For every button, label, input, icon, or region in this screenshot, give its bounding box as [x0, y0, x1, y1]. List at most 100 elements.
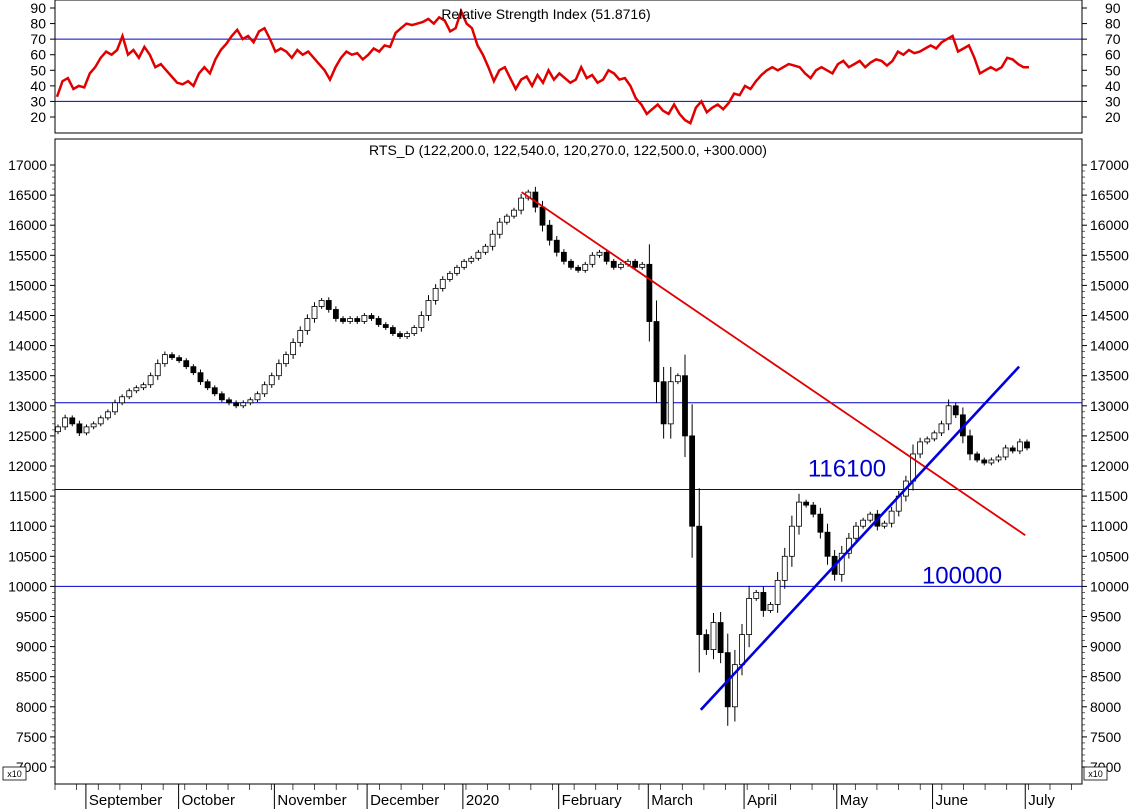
price-right-tick-label: 17000 — [1090, 157, 1129, 173]
candle-up — [1016, 441, 1023, 452]
price-right-tick-label: 16000 — [1090, 217, 1129, 233]
candle-down — [717, 622, 724, 654]
candle-up — [710, 622, 717, 651]
candle-up — [938, 423, 945, 434]
candle-up — [1002, 447, 1009, 458]
candle-up — [432, 288, 439, 301]
candle-up — [838, 552, 845, 575]
price-right-tick-label: 10500 — [1090, 548, 1129, 564]
x-month-label: June — [936, 792, 969, 809]
candle-up — [439, 278, 446, 289]
candle-down — [204, 381, 211, 389]
price-left-tick-label: 10000 — [8, 578, 47, 594]
price-right-tick-label: 11500 — [1090, 488, 1128, 504]
candle-up — [361, 315, 368, 322]
candle-down — [974, 453, 981, 461]
candle-down — [546, 224, 553, 241]
candle-up — [268, 375, 275, 386]
rsi-right-tick-label: 20 — [1105, 109, 1121, 125]
candle-down — [575, 266, 582, 271]
rsi-left-tick-label: 60 — [30, 47, 46, 63]
candle-down — [169, 354, 175, 359]
candle-up — [945, 405, 952, 425]
candle-down — [340, 318, 346, 322]
candle-up — [119, 396, 126, 404]
price-left-tick-label: 13500 — [8, 368, 47, 384]
candle-up — [304, 318, 311, 331]
candle-up — [254, 393, 261, 401]
level-annotation: 116100 — [808, 455, 886, 482]
candle-up — [731, 664, 738, 708]
candle-up — [781, 555, 788, 581]
x-month-label: October — [182, 792, 235, 809]
candle-up — [311, 306, 318, 319]
candle-up — [55, 426, 61, 433]
price-right-tick-label: 13500 — [1090, 368, 1129, 384]
candle-up — [867, 513, 874, 521]
price-left-tick-label: 14500 — [8, 308, 47, 324]
price-left-tick-label: 11000 — [9, 518, 47, 534]
candle-up — [275, 363, 282, 377]
x-month-label: May — [840, 792, 869, 809]
candle-up — [475, 251, 482, 259]
rsi-left-tick-label: 40 — [30, 78, 46, 94]
candle-up — [347, 318, 354, 322]
resistance-trendline — [521, 191, 1026, 536]
x-month-label: April — [747, 792, 777, 809]
candle-up — [674, 375, 681, 383]
candle-up — [126, 390, 133, 398]
price-left-tick-label: 14000 — [8, 338, 47, 354]
price-left-tick-label: 15000 — [8, 277, 47, 293]
candle-down — [560, 251, 567, 262]
candle-down — [226, 399, 232, 404]
candle-up — [425, 300, 432, 316]
candle-down — [553, 239, 560, 253]
rsi-right-tick-label: 30 — [1105, 93, 1121, 109]
price-left-tick-label: 16500 — [8, 187, 47, 203]
price-left-tick-label: 12000 — [8, 458, 47, 474]
candle-up — [147, 375, 154, 386]
candle-up — [140, 384, 147, 389]
price-panel — [54, 138, 1083, 785]
price-right-tick-label: 7500 — [1090, 729, 1121, 745]
x-month-label: November — [277, 792, 346, 809]
candle-up — [639, 263, 646, 268]
candle-down — [211, 387, 218, 395]
rsi-left-tick-label: 20 — [30, 109, 46, 125]
x-month-label: February — [562, 792, 623, 809]
candle-down — [603, 251, 610, 262]
candle-up — [468, 257, 475, 262]
price-left-tick-label: 8500 — [16, 669, 47, 685]
candle-up — [582, 263, 589, 271]
rsi-left-tick-label: 80 — [30, 16, 46, 32]
candle-down — [197, 372, 204, 383]
candle-down — [539, 206, 546, 226]
price-right-tick-label: 14000 — [1090, 338, 1129, 354]
price-left-tick-label: 13000 — [8, 398, 47, 414]
candle-up — [881, 522, 888, 527]
price-right-tick-label: 14500 — [1090, 308, 1129, 324]
candle-down — [375, 318, 382, 325]
candle-up — [290, 342, 297, 356]
candle-up — [924, 438, 931, 443]
candle-down — [190, 366, 197, 374]
rsi-right-tick-label: 90 — [1105, 0, 1121, 16]
candle-down — [660, 381, 667, 425]
candle-down — [824, 531, 831, 557]
candle-up — [753, 592, 760, 599]
candle-up — [446, 272, 453, 280]
left-multiplier-box — [2, 766, 27, 781]
candle-down — [389, 327, 396, 334]
candle-up — [489, 233, 496, 247]
support-trendline — [699, 365, 1021, 711]
candle-up — [83, 426, 90, 434]
candle-up — [283, 354, 289, 365]
x-month-label: September — [89, 792, 162, 809]
candle-down — [218, 393, 225, 401]
candle-down — [803, 501, 810, 506]
candle-up — [161, 354, 168, 365]
price-left-tick-label: 12500 — [8, 428, 47, 444]
x-month-label: March — [651, 792, 693, 809]
price-title: RTS_D (122,200.0, 122,540.0, 120,270.0, … — [369, 142, 767, 158]
